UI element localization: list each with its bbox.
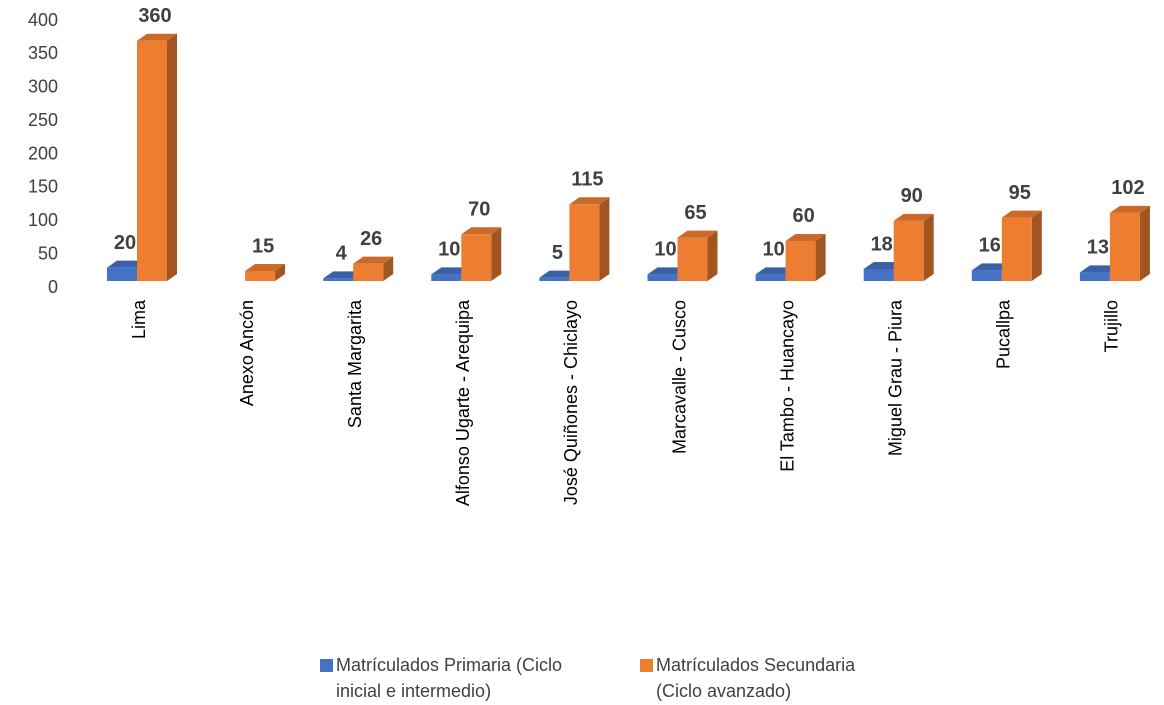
bar-side [167, 33, 177, 282]
bar-side [383, 256, 394, 281]
bar-side [923, 213, 934, 281]
bar-top [569, 197, 610, 205]
bar-top [893, 213, 934, 221]
y-tick-label: 400 [28, 10, 58, 30]
x-tick-label: Pucallpa [994, 299, 1014, 369]
bar-top [1109, 205, 1150, 213]
bar [893, 220, 924, 281]
bar [137, 40, 167, 282]
value-label: 4 [336, 243, 348, 265]
bar-side [599, 197, 610, 281]
bar-side [1139, 205, 1150, 281]
bar [863, 268, 894, 281]
bar-top [137, 33, 177, 41]
bar [461, 234, 492, 281]
bar-top [677, 230, 718, 238]
value-label: 115 [571, 169, 603, 191]
value-label: 60 [792, 205, 814, 227]
y-tick-label: 150 [28, 177, 58, 197]
y-tick-label: 100 [28, 210, 58, 230]
bar [107, 267, 137, 281]
bar [569, 204, 600, 281]
bar [677, 237, 708, 281]
bar-top [245, 263, 286, 271]
bar [785, 240, 816, 281]
x-tick-label: Santa Margarita [345, 299, 365, 428]
x-tick-label: Miguel Grau - Piura [885, 299, 905, 456]
bar-side [275, 263, 286, 281]
bar-side [1031, 210, 1042, 281]
legend-swatch [640, 659, 653, 672]
bar-top [353, 256, 394, 264]
bar [245, 270, 276, 281]
legend-label: Matrículados Secundaria (Ciclo avanzado) [656, 655, 856, 701]
y-tick-label: 50 [38, 243, 58, 263]
value-label: 18 [871, 233, 893, 255]
bar [1079, 272, 1110, 281]
bar [539, 277, 570, 281]
x-tick-label: Lima [129, 299, 149, 339]
bar [431, 274, 462, 281]
y-tick-label: 0 [48, 277, 58, 297]
y-tick-label: 300 [28, 77, 58, 97]
legend-swatch [320, 659, 333, 672]
x-tick-label: El Tambo - Huancayo [777, 300, 797, 472]
bar [323, 278, 354, 281]
value-label: 16 [979, 235, 1001, 257]
value-label: 70 [468, 199, 490, 221]
bar-top [1001, 210, 1042, 218]
bar [971, 270, 1002, 281]
value-label: 360 [138, 5, 171, 27]
y-tick-label: 250 [28, 110, 58, 130]
value-label: 10 [438, 239, 460, 261]
x-tick-label: Anexo Ancón [237, 300, 257, 406]
bar-top [461, 227, 502, 235]
value-label: 26 [360, 228, 382, 250]
value-label: 102 [1111, 177, 1144, 199]
value-label: 95 [1009, 182, 1031, 204]
bar [647, 274, 678, 281]
value-label: 15 [252, 235, 274, 257]
bar [755, 274, 786, 281]
bar-side [491, 227, 502, 281]
legend-item: Matrículados Secundaria (Ciclo avanzado) [636, 652, 906, 704]
x-tick-label: José Quiñones - Chiclayo [561, 300, 581, 505]
x-tick-label: Marcavalle - Cusco [669, 300, 689, 454]
bar [353, 263, 384, 281]
y-tick-label: 350 [28, 43, 58, 63]
value-label: 65 [684, 202, 706, 224]
x-tick-label: Trujillo [1102, 300, 1122, 352]
value-label: 90 [901, 185, 923, 207]
value-label: 13 [1087, 237, 1109, 259]
bar-side [707, 230, 718, 281]
legend-item: Matrículados Primaria (Ciclo inicial e i… [316, 652, 598, 704]
y-tick-label: 200 [28, 143, 58, 163]
value-label: 10 [762, 239, 784, 261]
bar-side [815, 233, 826, 281]
bar [1109, 212, 1140, 281]
value-label: 10 [654, 239, 676, 261]
bar [1001, 217, 1032, 281]
value-label: 5 [552, 242, 563, 264]
legend-label: Matrículados Primaria (Ciclo inicial e i… [336, 655, 563, 701]
bar-top [785, 233, 826, 241]
x-tick-label: Alfonso Ugarte - Arequipa [453, 299, 473, 506]
value-label: 20 [114, 232, 136, 254]
